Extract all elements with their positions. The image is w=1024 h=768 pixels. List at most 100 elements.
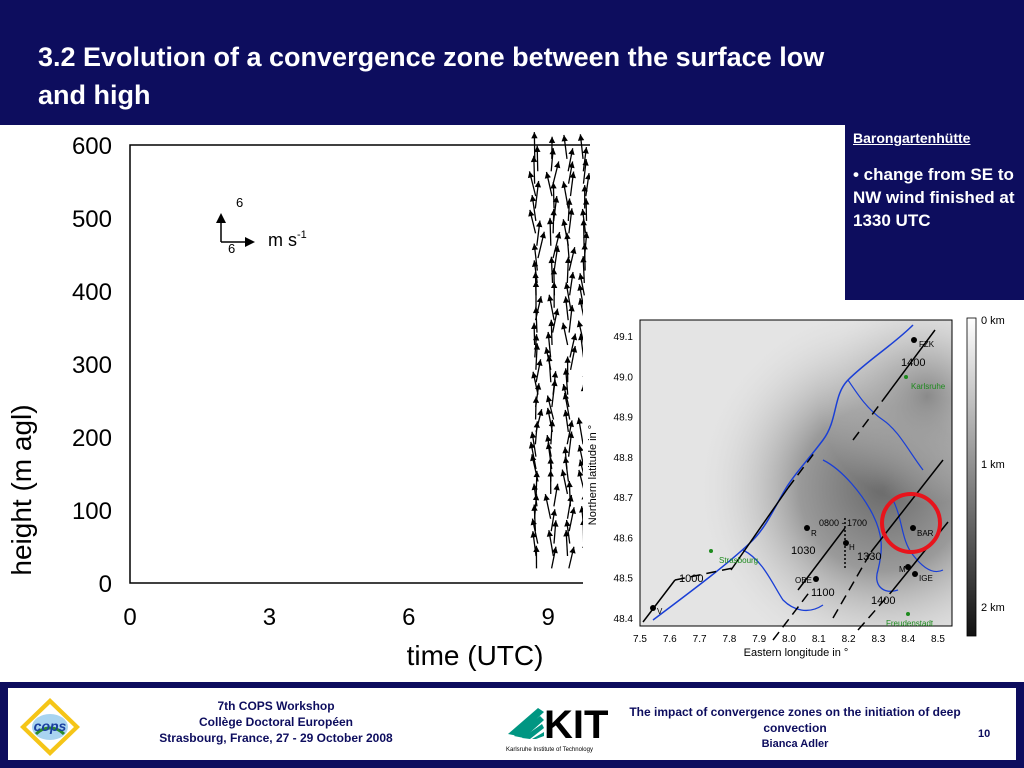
lat-tick-label: 48.9 — [614, 413, 634, 424]
wind-arrow-head — [551, 371, 559, 378]
wind-arrow-head — [564, 282, 571, 290]
x-tick-label: 0 — [123, 604, 136, 631]
wind-arrow-head — [580, 256, 587, 263]
wind-arrow-head — [568, 208, 575, 215]
wind-arrow-head — [577, 284, 584, 291]
wind-barbs — [527, 132, 590, 569]
wind-arrow-head — [544, 171, 551, 179]
wind-arrow-head — [555, 231, 562, 239]
topography-map: FZK R H BAR M IGE OBE V Karlsruhe Strasb… — [583, 300, 1024, 682]
wind-arrow-head — [564, 256, 572, 264]
workshop-line-2: Collège Doctoral Européen — [198, 715, 354, 729]
kit-tagline: Karlsruhe Institute of Technology — [506, 747, 593, 753]
station-label-v: V — [657, 607, 663, 616]
info-sidebar: Barongartenhütte • change from SE to NW … — [845, 125, 1024, 300]
wind-arrow-head — [564, 519, 571, 527]
map-x-axis-label: Eastern longitude in ° — [744, 647, 849, 659]
colorbar-label-0km: 0 km — [981, 315, 1005, 327]
wind-arrow-head — [561, 134, 568, 142]
lat-tick-label: 48.7 — [614, 493, 634, 504]
lon-tick-label: 7.6 — [663, 634, 677, 645]
wind-arrow-head — [530, 155, 538, 163]
line-label-1000: 1000 — [679, 573, 703, 585]
wind-arrow-head — [549, 148, 556, 155]
scale-unit-label: m s-1 — [268, 229, 307, 250]
wind-arrow-head — [528, 209, 535, 217]
lon-tick-label: 8.3 — [871, 634, 885, 645]
wind-arrow-head — [560, 469, 567, 477]
line-label-0800-1700: 0800 - 1700 — [819, 518, 867, 528]
wind-arrow-head — [546, 530, 554, 537]
scale-legend: 6 6 m s-1 — [216, 195, 307, 256]
wind-arrow-head — [546, 355, 553, 362]
wind-arrow-head — [561, 219, 568, 226]
station-label-h: H — [849, 543, 855, 552]
x-tick-label: 6 — [402, 604, 415, 631]
lat-ticks: 48.4 48.5 48.6 48.7 48.8 48.9 49.0 49.1 — [614, 332, 634, 625]
wind-arrow-head — [582, 147, 589, 154]
wind-arrow-head — [583, 198, 590, 205]
wind-arrow-head — [545, 407, 553, 415]
station-label-ige: IGE — [919, 574, 933, 583]
wind-arrow-head — [539, 231, 546, 239]
wind-arrow-head — [568, 304, 575, 312]
wind-arrow-head — [561, 322, 568, 330]
wind-arrow-head — [531, 243, 539, 251]
wind-arrow-head — [536, 220, 543, 228]
wind-arrow-head — [547, 294, 554, 302]
wind-arrow-head — [570, 333, 578, 341]
wind-arrow-head — [569, 546, 576, 554]
wind-arrow-head — [548, 136, 556, 144]
wind-arrow-head — [562, 409, 570, 417]
wind-arrow-head — [562, 446, 569, 454]
wind-arrow-head — [530, 518, 537, 526]
lon-tick-label: 8.5 — [931, 634, 945, 645]
wind-arrow-head — [570, 247, 577, 254]
scale-u-label: 6 — [228, 241, 235, 256]
wind-arrow-head — [585, 173, 590, 180]
lat-tick-label: 48.4 — [614, 614, 634, 625]
kit-wordmark: KIT — [544, 703, 608, 747]
line-label-1330: 1330 — [857, 551, 881, 563]
line-label-1400-south: 1400 — [871, 595, 895, 607]
wind-arrow-head — [568, 271, 576, 279]
wind-arrow-head — [529, 431, 537, 439]
line-label-1400-north: 1400 — [901, 357, 925, 369]
y-tick-label: 400 — [72, 279, 112, 306]
wind-arrow-head — [567, 420, 574, 428]
y-tick-label: 300 — [72, 352, 112, 379]
station-label-fzk: FZK — [919, 340, 935, 349]
page-number: 10 — [978, 728, 991, 740]
lat-tick-label: 48.5 — [614, 574, 634, 585]
wind-arrow-head — [528, 441, 536, 449]
map-y-axis-label: Northern latitude in ° — [587, 425, 599, 525]
wind-arrow-head — [534, 180, 542, 188]
wind-arrow-head — [550, 208, 557, 216]
wind-arrow-head — [552, 520, 559, 527]
lon-ticks: 7.5 7.6 7.7 7.8 7.9 8.0 8.1 8.2 8.3 8.4 8.5 — [633, 634, 945, 645]
wind-arrow-head — [568, 161, 575, 169]
cops-logo: cops — [20, 698, 80, 756]
wind-arrow-head — [581, 243, 588, 250]
page-title: 3.2 Evolution of a convergence zone betw… — [38, 42, 825, 110]
wind-arrow-head — [576, 417, 583, 425]
wind-arrow-head — [577, 134, 585, 141]
city-label-freudenstadt: Freudenstadt — [886, 619, 934, 628]
lon-tick-label: 7.7 — [693, 634, 707, 645]
y-tick-label: 600 — [72, 133, 112, 160]
footer-panel: cops 7th COPS Workshop Collège Doctoral … — [8, 688, 1016, 760]
wind-arrow-head — [561, 384, 568, 391]
wind-arrow-head — [570, 345, 578, 353]
wind-arrow-head — [532, 396, 540, 403]
lon-tick-label: 8.2 — [842, 634, 856, 645]
wind-arrow-head — [566, 480, 573, 488]
footer: cops 7th COPS Workshop Collège Doctoral … — [0, 682, 1024, 768]
wind-arrow-head — [531, 371, 538, 379]
wind-arrow-head — [553, 483, 560, 491]
wind-arrow-head — [531, 322, 538, 330]
station-label-m: M — [899, 565, 906, 574]
lon-tick-label: 7.8 — [722, 634, 736, 645]
wind-arrow-head — [536, 296, 543, 303]
rhine-river — [652, 324, 914, 621]
